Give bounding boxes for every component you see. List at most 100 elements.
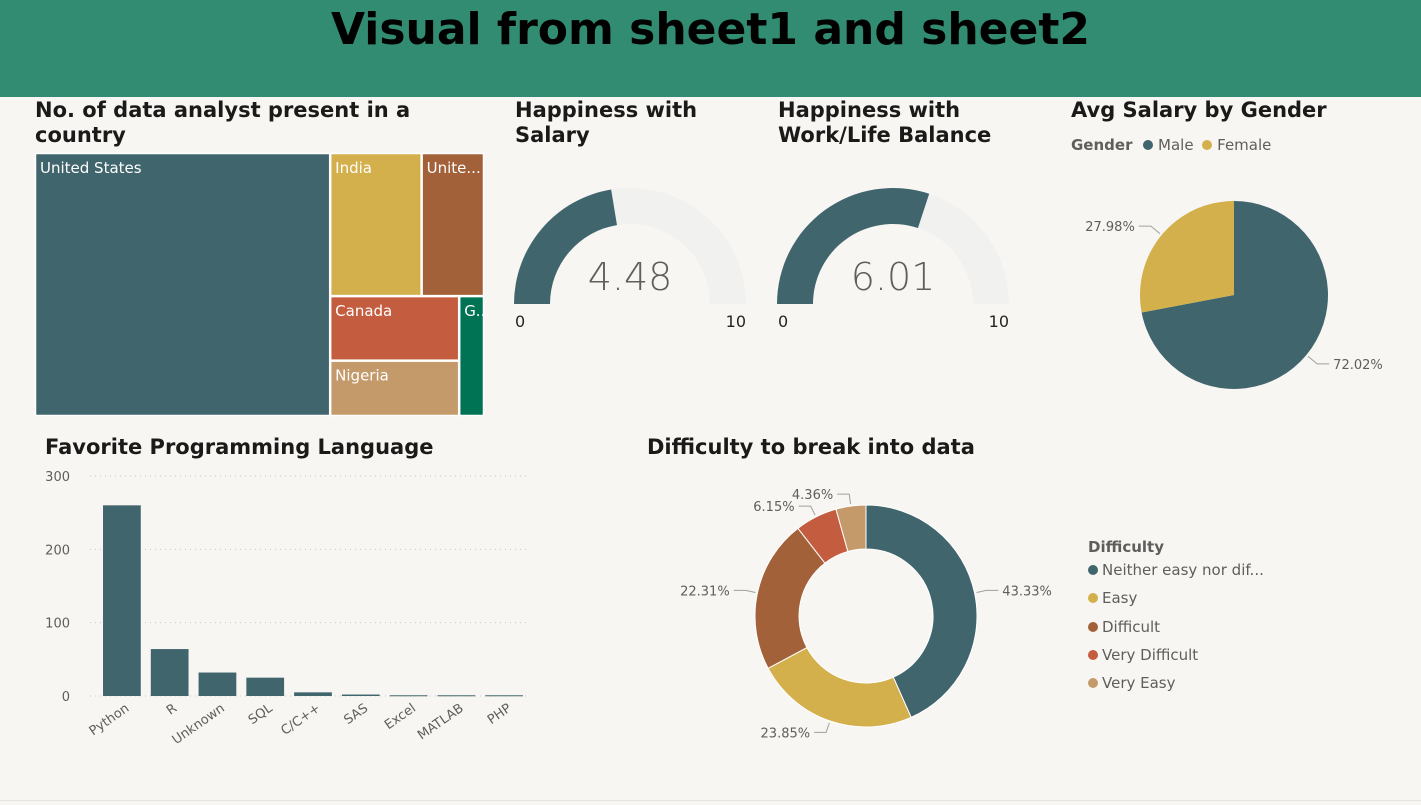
donut-legend-label: Very Easy — [1102, 674, 1176, 693]
treemap-tile[interactable]: India — [329, 152, 422, 297]
bar-x-tick-label: Excel — [382, 701, 419, 733]
bar-y-tick-label: 300 — [45, 470, 70, 485]
bar-mark[interactable] — [341, 694, 380, 696]
donut-legend-label: Very Difficult — [1102, 645, 1199, 664]
gauge-min-label: 0 — [515, 312, 525, 331]
donut-legend-item[interactable]: Easy — [1088, 587, 1388, 615]
bar-x-tick-label: PHP — [485, 701, 515, 728]
donut-legend-label: Neither easy nor dif... — [1102, 561, 1264, 579]
donut-chart: 43.33% 23.85% 22.31% 6.15%4.36% — [680, 488, 1052, 741]
legend-dot — [1088, 649, 1098, 660]
treemap-tile-rect[interactable] — [34, 152, 331, 417]
donut-legend-item[interactable]: Very Easy — [1088, 672, 1388, 700]
treemap-tile-label: G... — [464, 302, 490, 320]
gauge-salary-chart: 4.48 0 10 — [514, 188, 746, 331]
gauge-salary-title: Happiness with Salary — [515, 98, 698, 147]
pie-slice[interactable] — [1141, 201, 1328, 389]
donut-legend-title: Difficulty — [1088, 538, 1164, 556]
treemap-tile[interactable]: G... — [458, 295, 490, 417]
pie-legend-title: Gender — [1071, 136, 1133, 154]
gauge-value: 6.01 — [851, 255, 936, 299]
gauge-fill[interactable] — [777, 187, 930, 304]
donut-title: Difficulty to break into data — [647, 435, 975, 459]
donut-leader-line — [798, 505, 816, 516]
pie-slice[interactable] — [1140, 201, 1234, 313]
donut-leader-line — [837, 493, 852, 505]
pie-leader-line — [1138, 225, 1161, 235]
treemap-tile-rect[interactable] — [329, 152, 422, 297]
treemap-tile[interactable]: Nigeria — [329, 360, 460, 417]
treemap-tile-rect[interactable] — [421, 152, 485, 297]
bar-x-tick-label: Python — [87, 701, 133, 739]
treemap-tile-rect[interactable] — [329, 360, 460, 417]
donut-data-label: 43.33% — [1002, 584, 1052, 599]
donut-legend-label: Easy — [1102, 589, 1138, 608]
gauge-value: 4.48 — [588, 255, 673, 299]
bar-x-tick-label: Unknown — [170, 701, 228, 748]
treemap-tile[interactable]: United States — [34, 152, 331, 417]
treemap-tile-label: Nigeria — [335, 367, 389, 385]
pie-data-label: 72.02% — [1333, 358, 1383, 373]
bottom-border — [0, 800, 1421, 801]
gauge-fill[interactable] — [514, 189, 617, 304]
donut-legend-label: Difficult — [1102, 617, 1161, 636]
treemap-tile-rect[interactable] — [458, 295, 485, 417]
treemap-tile-rect[interactable] — [329, 295, 460, 361]
bar-mark[interactable] — [294, 692, 332, 696]
header-banner: Visual from sheet1 and sheet2 — [0, 0, 1421, 97]
bar-x-tick-label: SAS — [341, 701, 371, 728]
legend-dot — [1088, 593, 1098, 604]
donut-data-label: 4.36% — [792, 488, 833, 503]
page-title: Visual from sheet1 and sheet2 — [330, 4, 1091, 55]
treemap-tile[interactable]: Canada — [329, 295, 460, 361]
gauge-worklife-title: Happiness with Work/Life Balance — [778, 98, 992, 147]
bar-y-tick-label: 0 — [62, 690, 70, 705]
pie-legend: Gender Male Female — [1071, 136, 1271, 156]
treemap-tile[interactable]: Unite... — [421, 152, 485, 297]
pie-legend-item[interactable]: Female — [1217, 136, 1272, 154]
bar-mark[interactable] — [150, 649, 189, 696]
treemap-tile-label: India — [335, 159, 372, 177]
pie-legend-item[interactable]: Male — [1158, 136, 1194, 154]
donut-data-label: 22.31% — [680, 584, 730, 599]
treemap-tile-label: Unite... — [427, 159, 481, 177]
bar-mark[interactable] — [103, 505, 141, 696]
treemap-tile-label: United States — [40, 159, 142, 177]
bar-x-tick-label: C/C++ — [278, 701, 323, 739]
treemap-title: No. of data analyst present in a country — [35, 98, 411, 147]
bar-mark[interactable] — [485, 695, 523, 697]
donut-slice[interactable] — [865, 504, 978, 719]
legend-dot — [1088, 621, 1098, 632]
donut-legend-item[interactable]: Neither easy nor dif... — [1088, 559, 1388, 587]
bar-mark[interactable] — [198, 672, 237, 696]
bar-y-tick-label: 100 — [45, 617, 70, 632]
bar-mark[interactable] — [389, 695, 428, 697]
legend-dot-male — [1143, 140, 1154, 150]
bar-mark[interactable] — [246, 677, 285, 696]
pie-chart: 72.02% 27.98% — [1085, 201, 1383, 389]
donut-data-label: 6.15% — [753, 500, 794, 515]
legend-dot-female — [1202, 140, 1213, 150]
donut-data-label: 23.85% — [761, 726, 811, 741]
gauge-max-label: 10 — [989, 312, 1009, 331]
legend-dot — [1088, 565, 1098, 575]
donut-leader-line — [733, 589, 756, 593]
donut-slice[interactable] — [767, 646, 912, 728]
bar-x-tick-label: R — [164, 701, 180, 718]
gauge-worklife-chart: 6.01 0 10 — [777, 187, 1009, 331]
bar-mark[interactable] — [437, 695, 476, 697]
gauge-min-label: 0 — [778, 312, 788, 331]
donut-legend-item[interactable]: Very Difficult — [1088, 644, 1388, 672]
pie-leader-line — [1307, 355, 1330, 365]
bar-x-tick-label: MATLAB — [415, 701, 467, 743]
donut-leader-line — [976, 589, 999, 593]
donut-leader-line — [814, 722, 830, 733]
donut-legend-item[interactable]: Difficult — [1088, 616, 1388, 644]
donut-legend: Difficulty Neither easy nor dif... Easy Di… — [1088, 537, 1388, 700]
treemap-tile-label: Canada — [335, 302, 392, 320]
pie-title: Avg Salary by Gender — [1071, 98, 1327, 122]
pie-data-label: 27.98% — [1085, 220, 1135, 235]
donut-slice[interactable] — [835, 504, 867, 553]
legend-dot — [1088, 678, 1098, 689]
